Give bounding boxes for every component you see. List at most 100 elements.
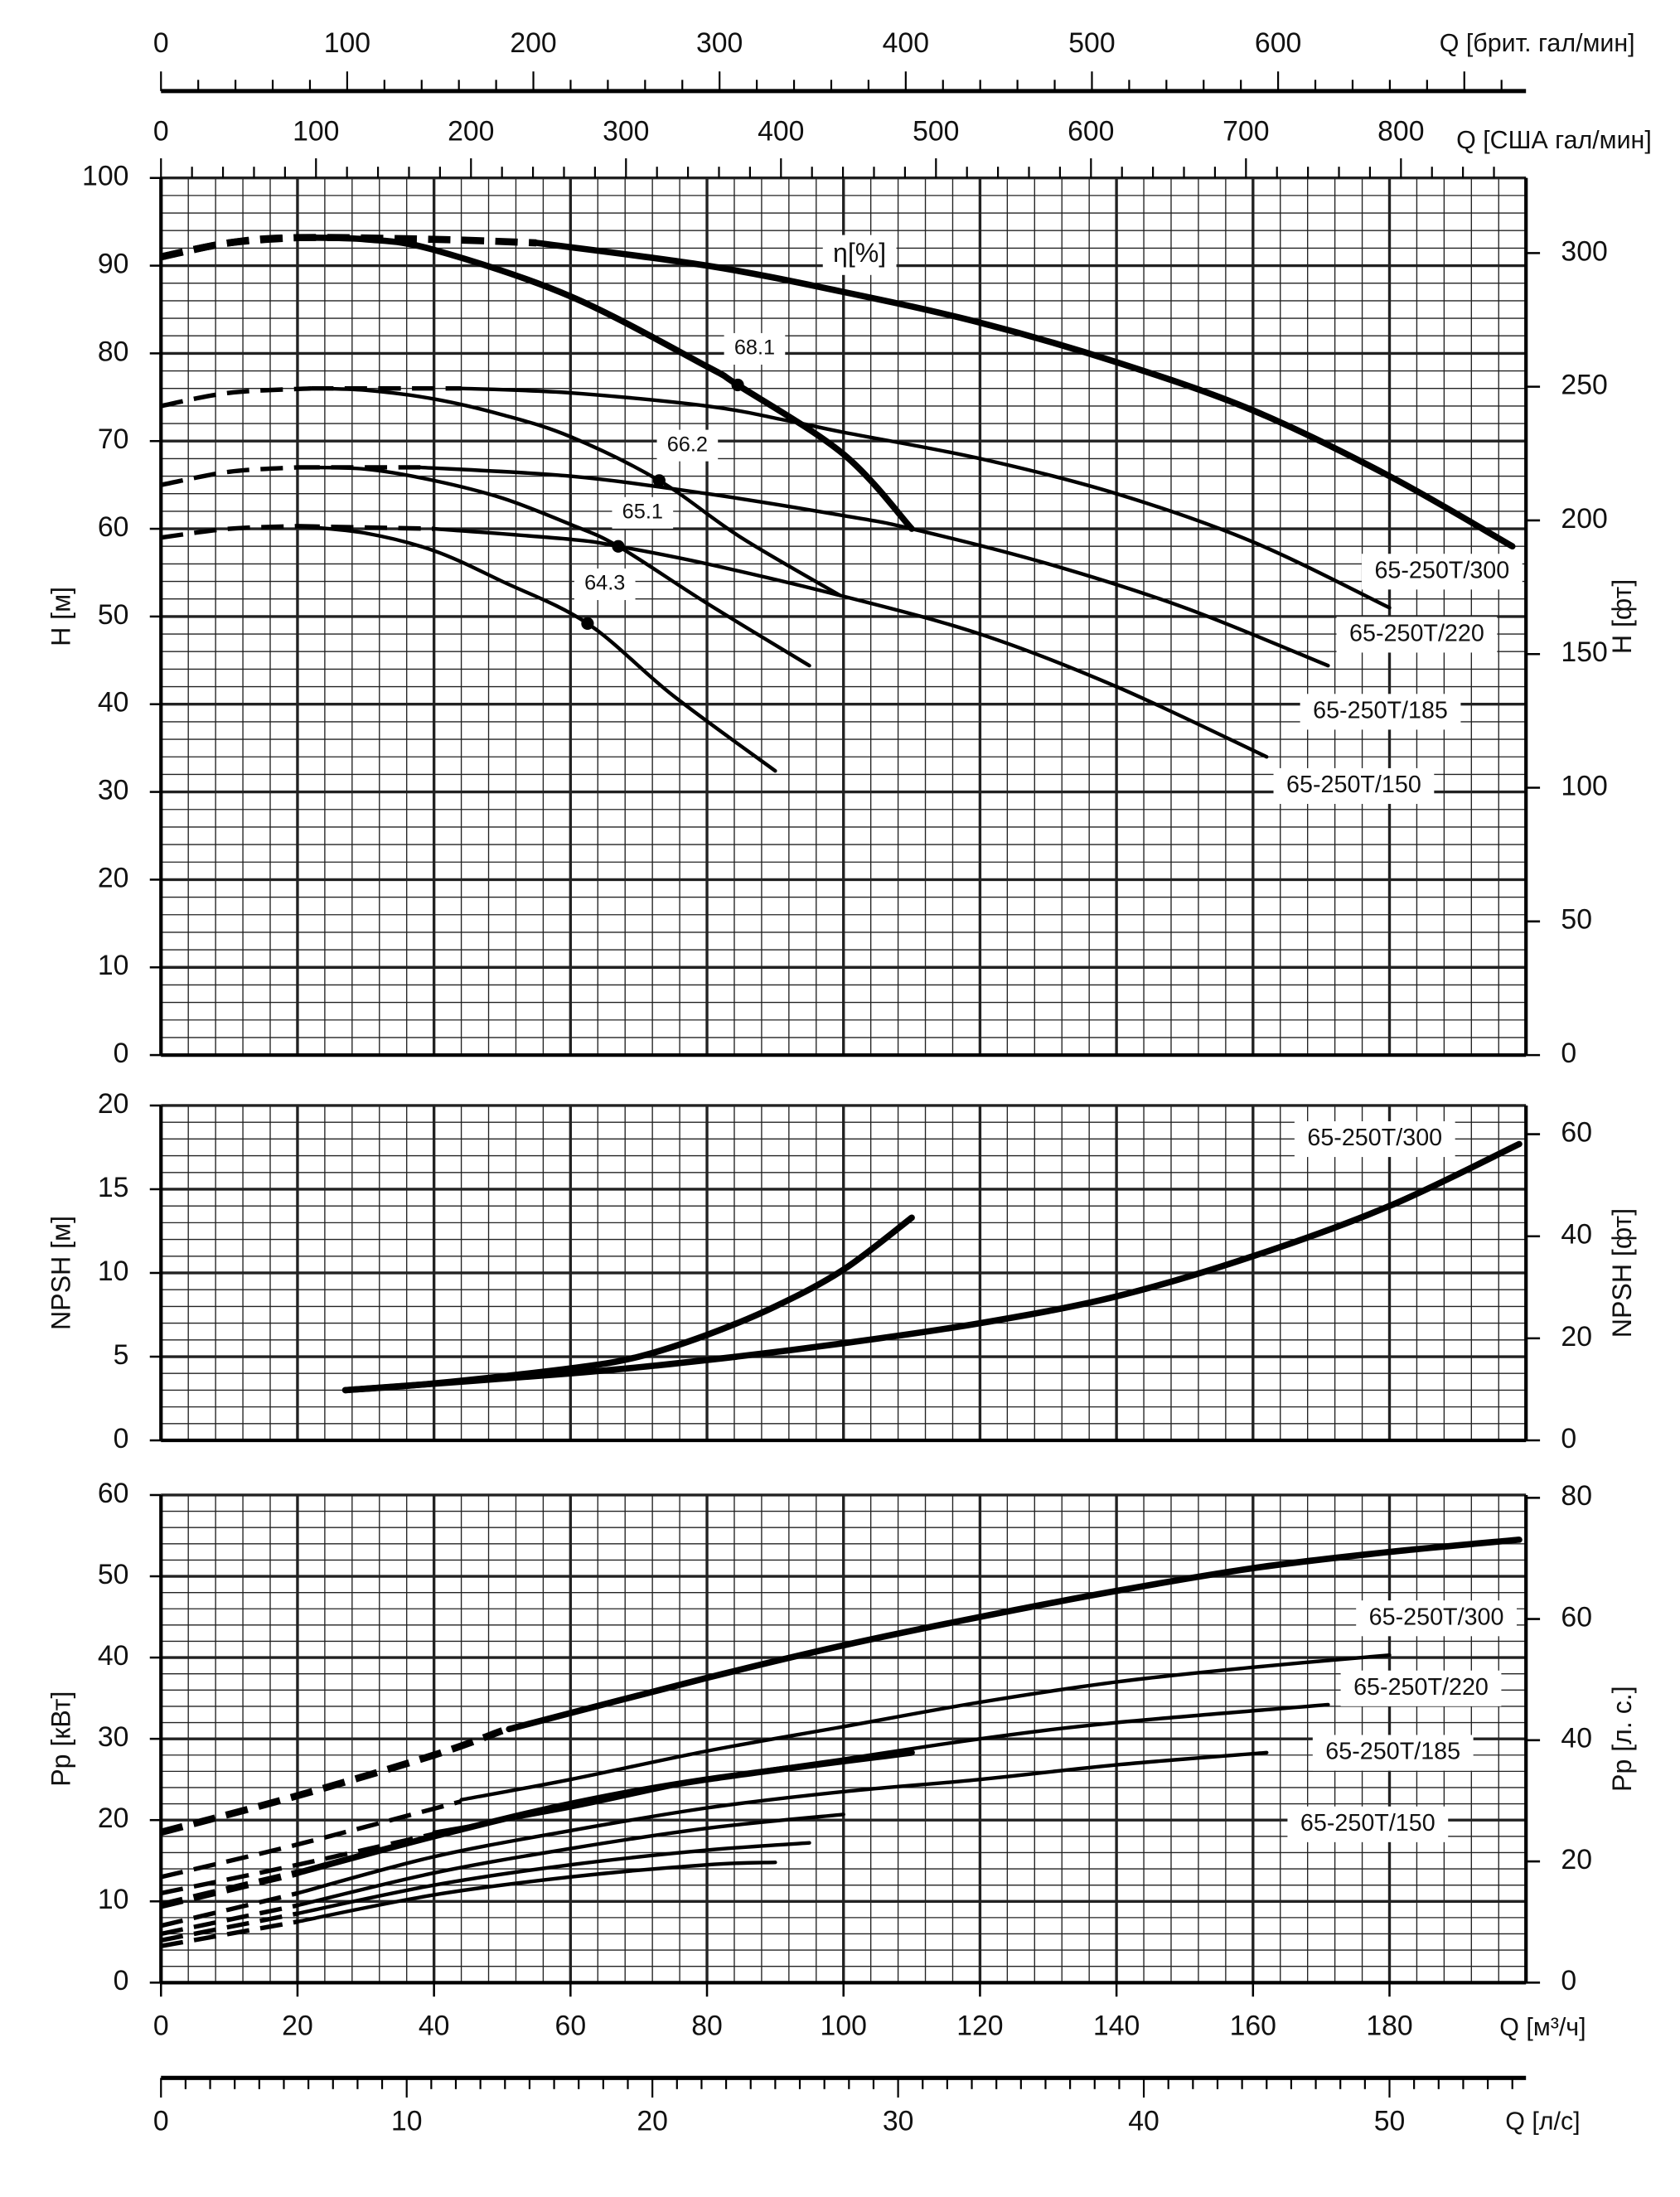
npsh-series-1: [341, 1140, 1523, 1394]
power-series-4: [295, 1750, 1269, 1895]
head-series-1-dashed: [160, 234, 298, 261]
y-tick-label: 30: [98, 774, 129, 806]
y-tick-label: 40: [98, 687, 129, 719]
power-series-4-dashed: [160, 1890, 298, 1928]
head-ylabel-right: H [фт]: [1607, 579, 1637, 654]
y-right-tick-label: 0: [1561, 1965, 1576, 1996]
curve-label-group: 65-250T/220: [1340, 1670, 1502, 1706]
efficiency-point-label: 66.2: [667, 433, 708, 456]
secondary-axis-tick-label: 100: [293, 116, 339, 148]
y-tick-label: 20: [98, 1803, 129, 1834]
secondary-axis-tick-label: 50: [1374, 2105, 1406, 2137]
secondary-axis-tick-label: 10: [391, 2105, 423, 2137]
y-right-tick-label: 50: [1561, 904, 1592, 936]
power-series-1: [459, 1653, 1392, 1802]
curve-label-group: 65-250T/300: [1361, 554, 1523, 590]
efficiency-point: [612, 540, 625, 553]
efficiency-point-label: 64.3: [584, 572, 625, 595]
y-tick-label: 30: [98, 1721, 129, 1753]
y-right-tick-label: 150: [1561, 636, 1607, 668]
curve-label-bg: [1273, 767, 1435, 805]
head-series-2-dashed: [160, 386, 312, 409]
curve-label: 65-250T/150: [1300, 1810, 1436, 1836]
secondary-axis-tick-label: 30: [883, 2105, 914, 2137]
power-series-7-dashed: [160, 1919, 298, 1948]
x-axis-label: Q [м³/ч]: [1499, 2013, 1586, 2041]
efficiency-point-label-group: 64.3: [574, 568, 636, 601]
efficiency-point-label-group: 65.1: [612, 496, 674, 529]
secondary-axis-tick-label: 800: [1377, 116, 1424, 148]
y-right-tick-label: 60: [1561, 1116, 1592, 1148]
y-tick-label: 15: [98, 1172, 129, 1203]
y-right-tick-label: 250: [1561, 370, 1607, 401]
secondary-axis-tick-label: 0: [153, 116, 169, 148]
y-tick-label: 20: [98, 1088, 129, 1120]
secondary-axis-tick-label: 300: [696, 27, 743, 59]
npsh-ylabel: NPSH [м]: [46, 1216, 76, 1330]
y-tick-label: 0: [114, 1423, 129, 1454]
y-right-tick-label: 100: [1561, 770, 1607, 801]
y-right-tick-label: 200: [1561, 503, 1607, 535]
secondary-axis-0-label: Q [л/с]: [1505, 2107, 1580, 2135]
y-right-tick-label: 300: [1561, 235, 1607, 267]
y-right-tick-label: 0: [1561, 1038, 1576, 1069]
power-series-1-dashed: [160, 1799, 462, 1880]
curve-label: 65-250T/300: [1307, 1125, 1442, 1151]
power-ylabel-right: Pp [л. с.]: [1607, 1686, 1637, 1792]
head-series-7-dashed: [297, 524, 434, 531]
power-series-5: [295, 1812, 845, 1908]
x-tick-label: 160: [1230, 2010, 1276, 2041]
secondary-axis-tick-label: 500: [1068, 27, 1115, 59]
x-tick-label: 40: [419, 2010, 450, 2041]
y-tick-label: 70: [98, 423, 129, 455]
curve-label-group: 65-250T/150: [1287, 1806, 1449, 1842]
head-series-2: [309, 386, 842, 598]
x-tick-label: 100: [821, 2010, 867, 2041]
head-series-6-dashed: [160, 524, 298, 540]
secondary-axis-2-label: Q [США гал/мин]: [1456, 126, 1652, 154]
secondary-axis-tick-label: 500: [913, 116, 959, 148]
x-tick-label: 140: [1093, 2010, 1140, 2041]
head-series-3: [459, 386, 1392, 610]
curve-label-group: 65-250T/220: [1336, 617, 1498, 653]
efficiency-point-label: 65.1: [622, 500, 663, 523]
secondary-axis-tick-label: 700: [1222, 116, 1269, 148]
efficiency-point-label-group: 68.1: [724, 332, 786, 365]
secondary-axis-tick-label: 0: [153, 2105, 169, 2137]
secondary-axis-tick-label: 600: [1068, 116, 1114, 148]
secondary-axis-tick-label: 40: [1128, 2105, 1160, 2137]
power-series-0: [506, 1536, 1523, 1733]
power-series-3-dashed: [160, 1869, 298, 1909]
x-tick-label: 60: [555, 2010, 587, 2041]
secondary-axis-tick-label: 300: [603, 116, 649, 148]
curve-label-bg: [1312, 1735, 1474, 1771]
y-right-tick-label: 40: [1561, 1723, 1592, 1754]
curve-label-group: 65-250T/300: [1356, 1600, 1517, 1637]
curve-label-bg: [1336, 617, 1498, 653]
efficiency-label: η[%]: [833, 238, 886, 268]
y-tick-label: 60: [98, 1478, 129, 1509]
y-tick-label: 10: [98, 1884, 129, 1915]
efficiency-point-label-bg: [656, 429, 719, 462]
npsh-ylabel-right: NPSH [фт]: [1607, 1208, 1637, 1338]
head-series-4-dashed: [160, 465, 298, 487]
secondary-axis-tick-label: 100: [324, 27, 370, 59]
secondary-axis-tick-label: 200: [510, 27, 556, 59]
curve-label: 65-250T/185: [1325, 1739, 1460, 1765]
power-series-5-dashed: [160, 1903, 298, 1937]
secondary-axis-tick-label: 400: [758, 116, 804, 148]
x-tick-label: 20: [282, 2010, 313, 2041]
curve-label-group: 65-250T/185: [1300, 694, 1461, 730]
efficiency-point: [652, 474, 666, 487]
y-right-tick-label: 80: [1561, 1480, 1592, 1512]
head-series-1: [294, 234, 915, 532]
efficiency-point-label-bg: [574, 568, 636, 601]
head-ylabel: H [м]: [46, 587, 76, 646]
y-right-tick-label: 0: [1561, 1423, 1576, 1454]
efficiency-label-bg: [822, 235, 897, 275]
y-tick-label: 90: [98, 248, 129, 279]
x-tick-label: 0: [153, 2010, 169, 2041]
head-series-7: [432, 526, 1269, 759]
efficiency-point-label: 68.1: [734, 336, 775, 360]
npsh-grid: [149, 1104, 1541, 1443]
